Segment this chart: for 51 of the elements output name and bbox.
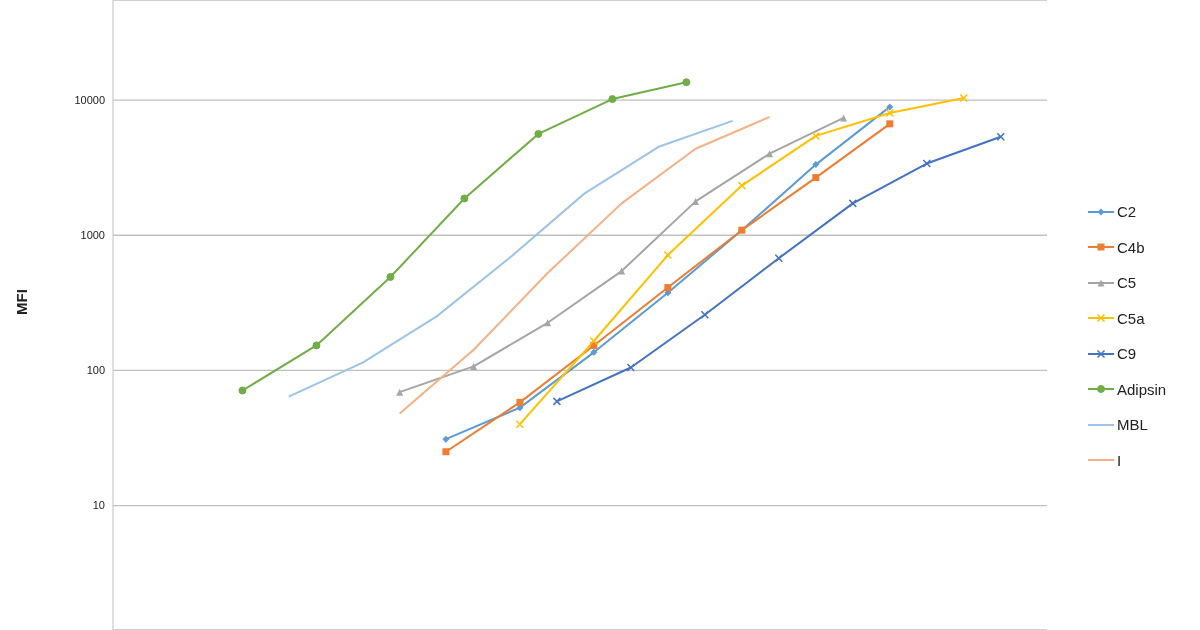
point bbox=[812, 161, 820, 169]
point bbox=[848, 199, 858, 208]
point bbox=[442, 435, 450, 443]
point bbox=[626, 363, 636, 372]
legend-label: C5a bbox=[1117, 309, 1145, 327]
point bbox=[886, 120, 894, 128]
legend-label: Adipsin bbox=[1117, 380, 1167, 398]
point bbox=[682, 78, 691, 87]
point bbox=[590, 348, 598, 356]
point bbox=[470, 362, 478, 370]
point bbox=[238, 386, 247, 395]
y-axis-title: MFI bbox=[13, 289, 31, 315]
legend-label: C5 bbox=[1117, 274, 1137, 291]
legend-label: C9 bbox=[1117, 345, 1137, 362]
point bbox=[886, 103, 894, 111]
y-tick-label: 1000 bbox=[80, 229, 105, 242]
point bbox=[996, 132, 1006, 142]
point bbox=[515, 419, 525, 429]
point bbox=[663, 250, 673, 260]
point bbox=[774, 253, 784, 263]
point bbox=[516, 398, 524, 406]
point bbox=[386, 272, 395, 281]
point bbox=[618, 267, 626, 275]
point bbox=[737, 181, 747, 190]
y-tick-label: 100 bbox=[86, 364, 105, 377]
legend-label: C2 bbox=[1117, 203, 1137, 220]
point bbox=[534, 129, 543, 138]
point bbox=[664, 284, 672, 292]
point bbox=[885, 108, 895, 118]
point bbox=[552, 397, 562, 406]
point bbox=[312, 341, 321, 350]
point bbox=[959, 93, 969, 103]
point bbox=[700, 310, 710, 319]
line-series bbox=[287, 119, 734, 398]
point bbox=[840, 114, 848, 122]
point bbox=[812, 174, 820, 182]
line-series bbox=[398, 115, 771, 415]
point bbox=[692, 197, 700, 205]
y-tick-label: 10000 bbox=[74, 93, 105, 106]
point bbox=[922, 159, 932, 168]
point bbox=[396, 388, 404, 396]
point bbox=[811, 131, 821, 141]
point bbox=[460, 194, 469, 203]
legend-label: I bbox=[1117, 451, 1122, 469]
point bbox=[442, 448, 450, 456]
legend-label: MBL bbox=[1117, 416, 1148, 433]
y-tick-label: 10 bbox=[92, 499, 105, 512]
legend-label: C4b bbox=[1117, 238, 1145, 256]
point bbox=[766, 150, 774, 158]
point bbox=[608, 95, 617, 104]
point bbox=[589, 336, 599, 346]
